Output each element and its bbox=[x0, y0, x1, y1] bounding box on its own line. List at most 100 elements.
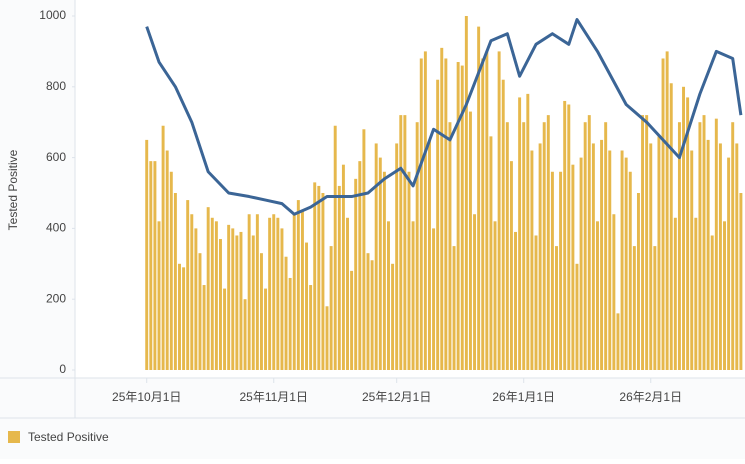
bar bbox=[321, 193, 325, 370]
bar bbox=[157, 221, 161, 370]
bar bbox=[391, 263, 395, 370]
bar bbox=[411, 221, 415, 370]
bar bbox=[669, 83, 673, 370]
bar bbox=[309, 285, 313, 370]
bar bbox=[698, 122, 702, 370]
bar bbox=[620, 150, 624, 370]
bar bbox=[218, 239, 222, 370]
bar bbox=[403, 115, 407, 371]
bar bbox=[239, 231, 243, 370]
bar bbox=[173, 193, 177, 370]
bar bbox=[682, 86, 686, 371]
bar bbox=[632, 246, 636, 370]
bar bbox=[563, 100, 567, 371]
bar bbox=[366, 253, 370, 370]
bar bbox=[300, 210, 304, 370]
bar bbox=[649, 143, 653, 370]
bar bbox=[636, 193, 640, 370]
bar bbox=[710, 235, 714, 370]
bar bbox=[641, 115, 645, 371]
bar bbox=[235, 235, 239, 370]
bar bbox=[341, 164, 345, 370]
bar bbox=[399, 115, 403, 371]
bar bbox=[206, 207, 210, 370]
bar bbox=[333, 125, 337, 371]
bar bbox=[571, 164, 575, 370]
bar bbox=[194, 228, 198, 370]
bar bbox=[546, 115, 550, 371]
bar bbox=[243, 299, 247, 370]
bar bbox=[673, 217, 677, 370]
bar bbox=[657, 136, 661, 370]
bar bbox=[317, 185, 321, 370]
bar bbox=[165, 150, 169, 370]
bar bbox=[612, 214, 616, 370]
legend-swatch bbox=[8, 431, 20, 443]
bar bbox=[444, 58, 448, 370]
bar bbox=[268, 217, 272, 370]
bar bbox=[501, 79, 505, 370]
x-tick-label: 25年12月1日 bbox=[362, 390, 431, 404]
bar bbox=[514, 231, 517, 370]
bar bbox=[292, 214, 296, 370]
bar bbox=[509, 161, 513, 370]
bar bbox=[518, 97, 522, 371]
bar bbox=[169, 171, 173, 370]
bar bbox=[591, 143, 595, 370]
bar bbox=[182, 267, 186, 370]
bar bbox=[337, 185, 341, 370]
bar bbox=[325, 306, 329, 370]
bar bbox=[702, 115, 706, 371]
bar bbox=[686, 97, 690, 371]
bar bbox=[723, 221, 726, 370]
bar bbox=[448, 122, 452, 370]
bar bbox=[198, 253, 202, 370]
bar bbox=[255, 214, 259, 370]
bar bbox=[231, 228, 235, 370]
bar bbox=[149, 161, 153, 370]
bar bbox=[579, 157, 583, 370]
bar bbox=[436, 79, 440, 370]
bar bbox=[526, 93, 530, 370]
y-tick-label: 600 bbox=[46, 150, 66, 164]
y-tick-label: 800 bbox=[46, 79, 66, 93]
bar bbox=[186, 200, 190, 370]
bar bbox=[284, 256, 288, 370]
bar bbox=[624, 157, 628, 370]
bar bbox=[600, 139, 604, 370]
bar bbox=[178, 263, 181, 370]
bar bbox=[350, 270, 354, 370]
x-tick-label: 26年2月1日 bbox=[619, 390, 682, 404]
bar bbox=[378, 157, 382, 370]
bar bbox=[264, 288, 268, 370]
bar bbox=[247, 214, 251, 370]
bar bbox=[567, 104, 571, 370]
bar bbox=[395, 143, 399, 370]
bar bbox=[661, 58, 665, 370]
bar bbox=[718, 143, 722, 370]
bar bbox=[485, 51, 489, 371]
bar bbox=[616, 313, 620, 370]
bar bbox=[153, 161, 157, 370]
bar bbox=[427, 139, 431, 370]
bar bbox=[731, 122, 735, 370]
bar bbox=[727, 157, 731, 370]
bar bbox=[522, 122, 526, 370]
bar bbox=[739, 193, 743, 370]
bar bbox=[374, 143, 378, 370]
bar bbox=[608, 150, 612, 370]
bar bbox=[276, 217, 280, 370]
bar bbox=[706, 139, 710, 370]
bar bbox=[214, 221, 218, 370]
y-tick-label: 1000 bbox=[39, 8, 66, 22]
bar bbox=[272, 214, 276, 370]
bar bbox=[477, 26, 481, 371]
bar bbox=[354, 178, 358, 370]
bar bbox=[628, 171, 632, 370]
line bbox=[145, 18, 743, 216]
bar bbox=[460, 65, 464, 370]
y-tick-label: 400 bbox=[46, 221, 66, 235]
bar bbox=[468, 111, 472, 370]
bar bbox=[677, 122, 681, 370]
